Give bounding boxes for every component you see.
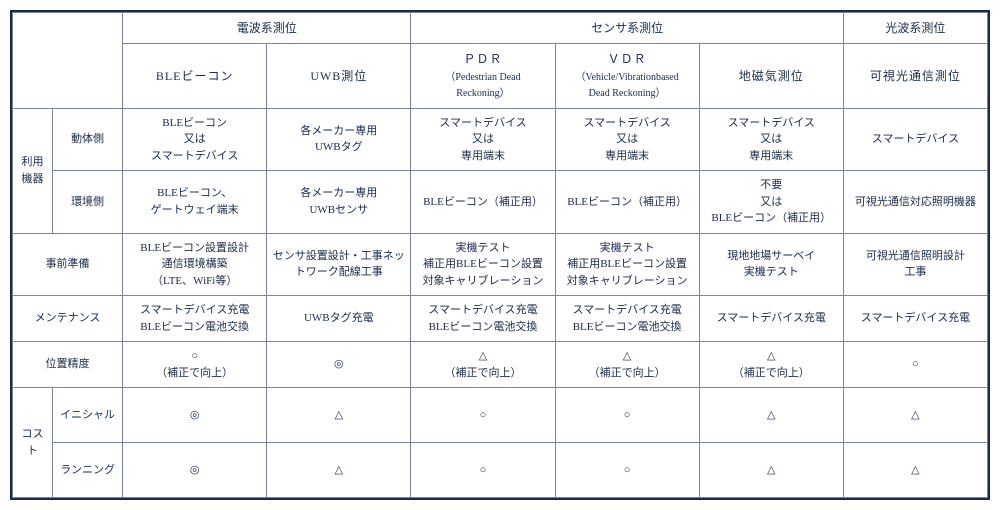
cell: BLEビーコン、ゲートウェイ端末 xyxy=(123,171,267,234)
header-col-ble: BLEビーコン xyxy=(123,44,267,109)
header-group-radio: 電波系測位 xyxy=(123,13,411,44)
rowsub-equip-mobile: 動体側 xyxy=(53,108,123,171)
table-header-row-groups: 電波系測位 センサ系測位 光波系測位 xyxy=(13,13,988,44)
cell: △ xyxy=(267,443,411,498)
comparison-table: 電波系測位 センサ系測位 光波系測位 BLEビーコン UWB測位 ＰＤＲ （Pe… xyxy=(12,12,988,498)
table-row: 位置精度 ○（補正で向上） ◎ △（補正で向上） △（補正で向上） △（補正で向… xyxy=(13,342,988,388)
cell: BLEビーコン又はスマートデバイス xyxy=(123,108,267,171)
cell: スマートデバイス又は専用端末 xyxy=(699,108,843,171)
cell: ○（補正で向上） xyxy=(123,342,267,388)
cell: △ xyxy=(699,443,843,498)
table-row: ランニング ◎ △ ○ ○ △ △ xyxy=(13,443,988,498)
cell: BLEビーコン（補正用） xyxy=(411,171,555,234)
cell: ○ xyxy=(843,342,987,388)
header-text: 可視光通信測位 xyxy=(870,69,961,83)
header-group-light: 光波系測位 xyxy=(843,13,987,44)
cell: スマートデバイス充電BLEビーコン電池交換 xyxy=(411,296,555,342)
cell: ◎ xyxy=(123,388,267,443)
cell: △ xyxy=(267,388,411,443)
cell: ○ xyxy=(555,443,699,498)
cell: スマートデバイス又は専用端末 xyxy=(555,108,699,171)
rowsub-equip-env: 環境側 xyxy=(53,171,123,234)
cell: スマートデバイス充電 xyxy=(699,296,843,342)
table-row: メンテナンス スマートデバイス充電BLEビーコン電池交換 UWBタグ充電 スマー… xyxy=(13,296,988,342)
cell: △（補正で向上） xyxy=(411,342,555,388)
cell: ◎ xyxy=(267,342,411,388)
header-corner xyxy=(13,13,123,109)
header-col-vlc: 可視光通信測位 xyxy=(843,44,987,109)
table-row: 事前準備 BLEビーコン設置設計通信環境構築（LTE、WiFi等） センサ設置設… xyxy=(13,233,988,296)
cell: UWBタグ充電 xyxy=(267,296,411,342)
cell: スマートデバイス xyxy=(843,108,987,171)
cell: スマートデバイス充電BLEビーコン電池交換 xyxy=(555,296,699,342)
cell: スマートデバイス充電 xyxy=(843,296,987,342)
header-text: ＶＤＲ xyxy=(608,52,647,66)
cell: BLEビーコン（補正用） xyxy=(555,171,699,234)
rowcat-accuracy: 位置精度 xyxy=(13,342,123,388)
table-row: コスト イニシャル ◎ △ ○ ○ △ △ xyxy=(13,388,988,443)
header-text: BLEビーコン xyxy=(156,69,234,83)
rowcat-prep: 事前準備 xyxy=(13,233,123,296)
header-col-pdr: ＰＤＲ （Pedestrian Dead Reckoning） xyxy=(411,44,555,109)
header-text-en: （Pedestrian Dead xyxy=(445,72,520,83)
cell: スマートデバイス又は専用端末 xyxy=(411,108,555,171)
header-group-sensor: センサ系測位 xyxy=(411,13,843,44)
cell: ○ xyxy=(555,388,699,443)
cell: ○ xyxy=(411,388,555,443)
header-col-geomag: 地磁気測位 xyxy=(699,44,843,109)
cell: 現地地場サーベイ実機テスト xyxy=(699,233,843,296)
cell: △（補正で向上） xyxy=(699,342,843,388)
table-row: 利用機器 動体側 BLEビーコン又はスマートデバイス 各メーカー専用UWBタグ … xyxy=(13,108,988,171)
header-text: 地磁気測位 xyxy=(739,69,804,83)
table-header-row-methods: BLEビーコン UWB測位 ＰＤＲ （Pedestrian Dead Recko… xyxy=(13,44,988,109)
rowcat-cost: コスト xyxy=(13,388,53,498)
cell: BLEビーコン設置設計通信環境構築（LTE、WiFi等） xyxy=(123,233,267,296)
cell: 可視光通信照明設計工事 xyxy=(843,233,987,296)
rowsub-cost-running: ランニング xyxy=(53,443,123,498)
cell: スマートデバイス充電BLEビーコン電池交換 xyxy=(123,296,267,342)
rowcat-maint: メンテナンス xyxy=(13,296,123,342)
cell: 各メーカー専用UWBタグ xyxy=(267,108,411,171)
cell: 各メーカー専用UWBセンサ xyxy=(267,171,411,234)
cell: センサ設置設計・工事ネットワーク配線工事 xyxy=(267,233,411,296)
cell: ◎ xyxy=(123,443,267,498)
cell: △ xyxy=(843,443,987,498)
cell: △（補正で向上） xyxy=(555,342,699,388)
rowsub-cost-initial: イニシャル xyxy=(53,388,123,443)
cell: 不要又はBLEビーコン（補正用） xyxy=(699,171,843,234)
comparison-table-wrapper: 電波系測位 センサ系測位 光波系測位 BLEビーコン UWB測位 ＰＤＲ （Pe… xyxy=(10,10,990,500)
header-col-vdr: ＶＤＲ （Vehicle/Vibrationbased Dead Reckoni… xyxy=(555,44,699,109)
table-row: 環境側 BLEビーコン、ゲートウェイ端末 各メーカー専用UWBセンサ BLEビー… xyxy=(13,171,988,234)
cell: △ xyxy=(699,388,843,443)
cell: ○ xyxy=(411,443,555,498)
header-text: ＰＤＲ xyxy=(463,52,502,66)
cell: 実機テスト補正用BLEビーコン設置対象キャリブレーション xyxy=(555,233,699,296)
header-col-uwb: UWB測位 xyxy=(267,44,411,109)
cell: △ xyxy=(843,388,987,443)
header-text-en: （Vehicle/Vibrationbased xyxy=(575,72,678,83)
cell: 実機テスト補正用BLEビーコン設置対象キャリブレーション xyxy=(411,233,555,296)
header-text-en: Dead Reckoning） xyxy=(589,88,666,99)
rowcat-equip: 利用機器 xyxy=(13,108,53,233)
cell: 可視光通信対応照明機器 xyxy=(843,171,987,234)
header-text-en: Reckoning） xyxy=(456,88,509,99)
header-text: UWB測位 xyxy=(310,69,367,83)
